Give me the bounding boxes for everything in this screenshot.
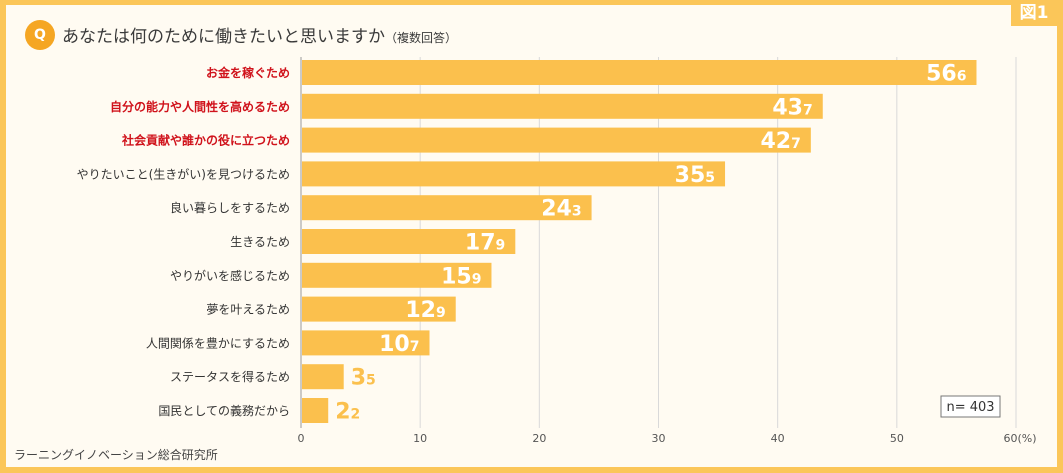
category-label: 良い暮らしをするため bbox=[170, 200, 290, 215]
category-labels: お金を稼ぐため自分の能力や人間性を高めるため社会貢献や誰かの役に立つためやりたい… bbox=[77, 65, 290, 418]
x-axis-ticks: 0 10 20 30 40 50 60(%) bbox=[298, 432, 1037, 445]
chart-title: あなたは何のために働きたいと思いますか（複数回答） bbox=[62, 22, 457, 47]
category-label: やりがいを感じるため bbox=[170, 268, 290, 283]
bar bbox=[302, 93, 823, 119]
value-label: 35 bbox=[351, 366, 376, 391]
figure-label: 図1 bbox=[1011, 0, 1057, 26]
value-label: 355 bbox=[675, 163, 715, 188]
value-label: 437 bbox=[772, 95, 812, 120]
bar bbox=[302, 296, 456, 322]
category-label: 国民としての義務だから bbox=[158, 403, 290, 418]
x-tick-label: 50 bbox=[890, 432, 904, 445]
sample-size-box: n= 403 bbox=[940, 395, 1001, 418]
category-label: 自分の能力や人間性を高めるため bbox=[110, 99, 290, 114]
chart-title-text: あなたは何のために働きたいと思いますか bbox=[62, 27, 385, 47]
x-tick-label: 0 bbox=[298, 432, 305, 445]
bar bbox=[302, 127, 811, 153]
category-label: ステータスを得るため bbox=[170, 369, 290, 384]
bar bbox=[302, 195, 592, 221]
category-label: 生きるため bbox=[230, 235, 290, 249]
bar bbox=[302, 229, 516, 254]
category-label: やりたいこと(生きがい)を見つけるため bbox=[77, 166, 290, 181]
value-label: 427 bbox=[760, 129, 800, 154]
value-label: 107 bbox=[379, 332, 419, 357]
value-label: 243 bbox=[541, 197, 581, 222]
value-label: 22 bbox=[335, 400, 360, 425]
bar bbox=[302, 262, 492, 288]
chart-subtitle: （複数回答） bbox=[385, 31, 458, 45]
category-label: お金を稼ぐため bbox=[206, 65, 290, 80]
value-label: 179 bbox=[465, 231, 505, 256]
category-label: 社会貢献や誰かの役に立つため bbox=[121, 133, 290, 148]
question-badge: Q bbox=[25, 20, 55, 50]
category-label: 人間関係を豊かにするため bbox=[146, 336, 290, 350]
sample-size-label: n= 403 bbox=[946, 400, 994, 415]
bar bbox=[302, 161, 726, 187]
bar bbox=[302, 330, 430, 356]
bars bbox=[302, 60, 977, 423]
x-tick-label: 30 bbox=[652, 432, 666, 445]
x-tick-label: 10 bbox=[413, 432, 427, 445]
x-tick-label: 40 bbox=[771, 432, 785, 445]
bar bbox=[302, 364, 344, 390]
x-tick-label: 60(%) bbox=[1003, 432, 1036, 445]
value-label: 566 bbox=[926, 62, 966, 87]
source-credit: ラーニングイノベーション総合研究所 bbox=[14, 448, 218, 462]
category-label: 夢を叶えるため bbox=[206, 303, 290, 317]
bar bbox=[302, 60, 977, 85]
value-label: 129 bbox=[405, 298, 445, 323]
x-tick-label: 20 bbox=[532, 432, 546, 445]
value-label: 159 bbox=[441, 264, 481, 289]
bar bbox=[302, 398, 329, 423]
